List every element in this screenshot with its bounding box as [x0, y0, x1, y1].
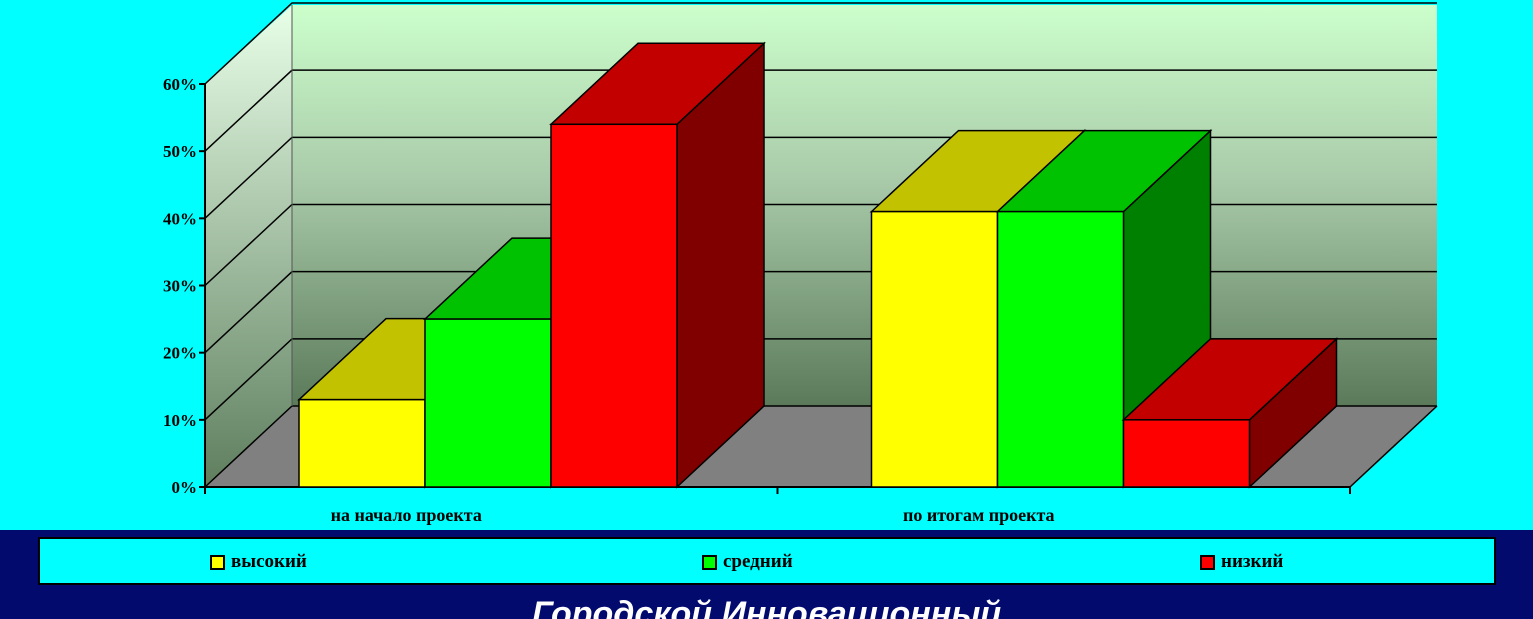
legend-label-high: высокий	[231, 551, 307, 572]
legend: высокий средний низкий	[38, 537, 1496, 585]
y-tick-label: 50%	[163, 142, 197, 161]
x-category-label: по итогам проекта	[903, 505, 1055, 525]
y-tick-label: 10%	[163, 411, 197, 430]
y-tick-label: 30%	[163, 277, 197, 296]
bar-chart: 0% 10% 20% 30% 40% 50% 60% на начало проекта по …	[163, 2, 1438, 525]
bar	[298, 398, 426, 488]
legend-swatch-low	[1200, 554, 1215, 570]
legend-item-high: высокий	[210, 551, 307, 573]
x-category-label: на начало проекта	[331, 505, 482, 525]
y-tick-label: 60%	[163, 75, 197, 94]
y-tick-label: 40%	[163, 209, 197, 228]
bar	[996, 210, 1125, 488]
legend-label-low: низкий	[1221, 551, 1284, 572]
bar	[1122, 419, 1251, 488]
legend-swatch-high	[210, 554, 225, 570]
legend-item-low: низкий	[1200, 551, 1283, 573]
legend-item-medium: средний	[702, 551, 793, 573]
floor-edge	[1349, 405, 1438, 488]
bar	[550, 123, 678, 488]
y-tick-label: 0%	[172, 478, 198, 497]
bar	[424, 318, 552, 488]
y-tick-label: 20%	[163, 344, 197, 363]
legend-swatch-medium	[702, 554, 717, 570]
legend-label-medium: средний	[723, 551, 793, 572]
gridline	[204, 2, 1437, 85]
chart-area: 0% 10% 20% 30% 40% 50% 60% на начало проекта по …	[0, 0, 1533, 530]
bar	[870, 210, 999, 488]
footer-title: Городской Инновационный	[531, 595, 1002, 619]
